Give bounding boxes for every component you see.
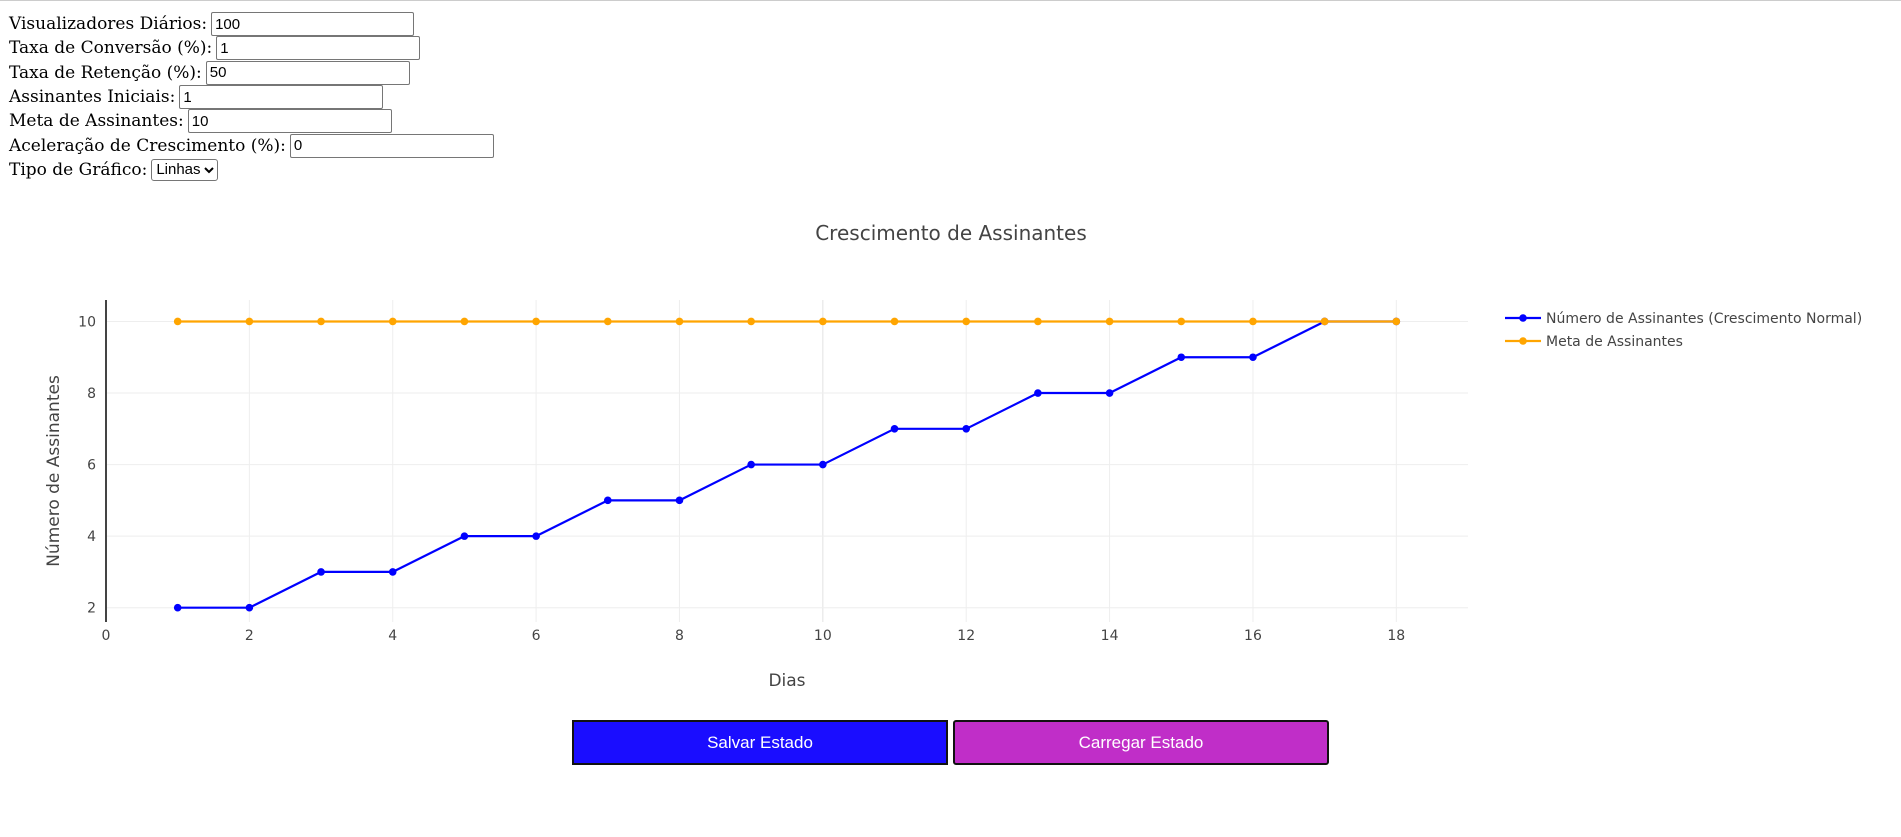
series-0-point <box>173 603 182 612</box>
retention-rate-label: Taxa de Retenção (%): <box>9 62 202 83</box>
daily-viewers-label: Visualizadores Diários: <box>9 14 208 35</box>
series-1-point <box>1392 317 1401 326</box>
series-0-point <box>245 603 254 612</box>
growth-acceleration-input[interactable] <box>289 133 494 158</box>
series-0-point <box>747 460 755 469</box>
x-axis-label: Dias <box>768 671 805 691</box>
series-1-point <box>890 317 899 326</box>
series-0-point <box>1034 389 1042 397</box>
series-0-point <box>675 496 684 505</box>
initial-subscribers-label: Assinantes Iniciais: <box>9 87 176 108</box>
x-tick-label: 0 <box>102 628 111 644</box>
row-chart-type: Tipo de Gráfico: Linhas <box>9 158 494 182</box>
series-1-point <box>460 317 469 326</box>
load-state-button[interactable]: Carregar Estado <box>953 720 1329 765</box>
retention-rate-input[interactable] <box>205 60 410 85</box>
growth-acceleration-label: Aceleração de Crescimento (%): <box>9 135 286 156</box>
series-1-point <box>388 317 397 326</box>
series-0-point <box>1177 353 1186 362</box>
subscriber-goal-input[interactable] <box>187 109 392 134</box>
series-0-point <box>1249 353 1257 362</box>
settings-form: Visualizadores Diários: Taxa de Conversã… <box>9 12 494 182</box>
series-1-point <box>245 317 254 326</box>
series-line-0 <box>177 320 1397 609</box>
legend-label: Meta de Assinantes <box>1546 334 1683 350</box>
series-1-point <box>532 317 540 326</box>
x-tick-label: 6 <box>532 628 541 644</box>
series-1-point <box>675 317 684 326</box>
y-tick-label: 6 <box>87 458 96 474</box>
series-0-point <box>460 532 469 540</box>
series-1-point <box>1177 317 1186 326</box>
series-0-point <box>317 568 325 576</box>
y-tick-label: 8 <box>87 386 96 402</box>
series-0-point <box>603 496 612 505</box>
conversion-rate-input[interactable] <box>216 36 421 61</box>
row-daily-viewers: Visualizadores Diários: <box>9 12 494 37</box>
row-growth-acceleration: Aceleração de Crescimento (%): <box>9 133 494 158</box>
legend-label: Número de Assinantes (Crescimento Normal… <box>1546 311 1862 327</box>
series-0-point <box>962 425 971 433</box>
series-1-point <box>317 317 325 326</box>
save-state-button[interactable]: Salvar Estado <box>572 720 948 765</box>
x-tick-label: 8 <box>675 628 684 644</box>
subscriber-goal-label: Meta de Assinantes: <box>9 111 184 132</box>
x-tick-label: 2 <box>245 628 254 644</box>
x-tick-label: 14 <box>1101 628 1119 644</box>
row-retention-rate: Taxa de Retenção (%): <box>9 60 494 85</box>
series-1-point <box>1105 317 1114 326</box>
x-tick-label: 16 <box>1244 628 1262 644</box>
chart-type-label: Tipo de Gráfico: <box>9 159 148 180</box>
x-tick-label: 12 <box>957 628 975 644</box>
x-tick-label: 4 <box>388 628 397 644</box>
chart-title: Crescimento de Assinantes <box>815 221 1087 245</box>
x-tick-label: 18 <box>1387 628 1405 644</box>
series-1-point <box>962 317 971 326</box>
series-0-point <box>890 425 899 433</box>
y-tick-label: 10 <box>78 314 96 330</box>
top-border <box>0 0 1901 1</box>
series-1-point <box>603 317 612 326</box>
series-1-point <box>819 317 827 326</box>
y-tick-label: 4 <box>87 529 96 545</box>
initial-subscribers-input[interactable] <box>179 85 384 110</box>
row-subscriber-goal: Meta de Assinantes: <box>9 109 494 134</box>
daily-viewers-input[interactable] <box>211 12 415 37</box>
series-0-point <box>388 568 397 576</box>
legend-marker <box>1519 314 1527 322</box>
y-axis-label: Número de Assinantes <box>44 375 64 567</box>
series-1-point <box>1034 317 1042 326</box>
row-initial-subscribers: Assinantes Iniciais: <box>9 85 494 110</box>
x-tick-label: 10 <box>814 628 832 644</box>
series-1-point <box>1320 317 1329 326</box>
legend-marker <box>1519 337 1527 345</box>
series-0-point <box>532 532 540 540</box>
series-1-point <box>747 317 755 326</box>
series-1-point <box>1249 317 1257 326</box>
conversion-rate-label: Taxa de Conversão (%): <box>9 38 213 59</box>
row-conversion-rate: Taxa de Conversão (%): <box>9 36 494 61</box>
series-0-point <box>819 460 827 469</box>
series-1-point <box>173 317 182 326</box>
y-tick-label: 2 <box>87 601 96 617</box>
series-0-point <box>1105 389 1114 397</box>
chart-type-select[interactable]: Linhas <box>151 158 219 181</box>
